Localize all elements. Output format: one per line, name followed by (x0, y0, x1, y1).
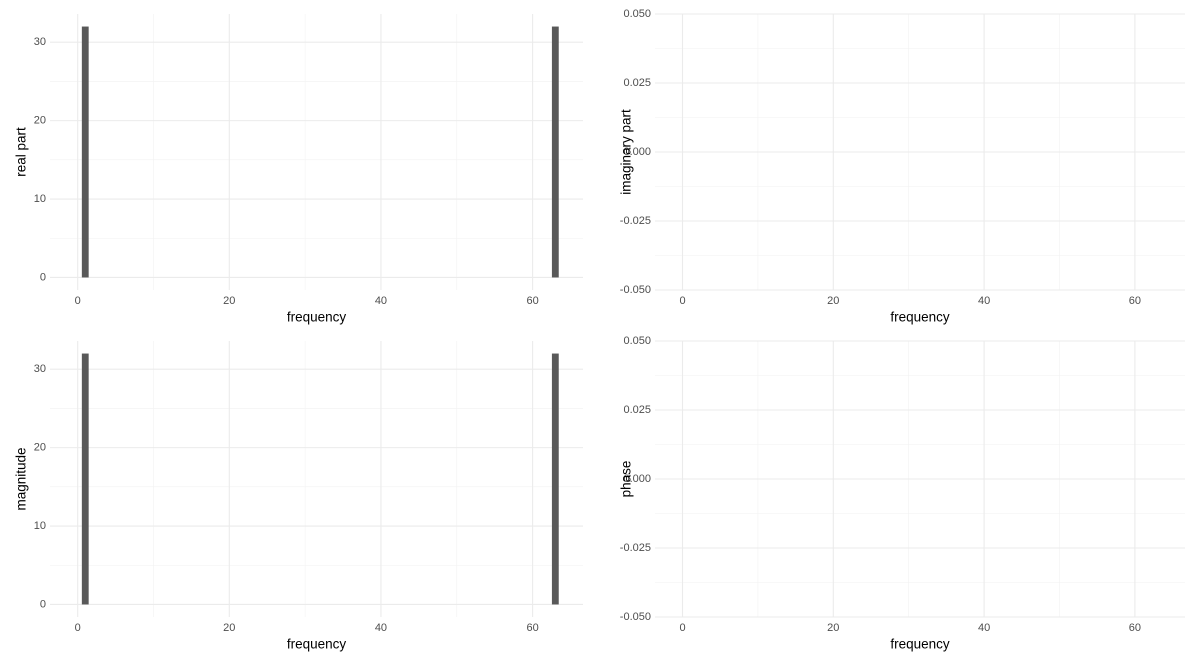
bar (81, 353, 89, 605)
y-tick-label: 0.025 (623, 77, 651, 89)
y-tick-label: 0.050 (623, 8, 651, 20)
x-tick-label: 0 (75, 295, 81, 307)
y-tick-label: -0.050 (620, 611, 651, 623)
x-tick-label: 60 (1129, 295, 1141, 307)
bar (551, 26, 559, 278)
y-tick-label: 20 (34, 442, 46, 454)
x-tick-label: 20 (827, 295, 839, 307)
y-tick-label: 10 (34, 193, 46, 205)
x-tick-label: 20 (223, 622, 235, 634)
y-tick-label: 30 (34, 363, 46, 375)
x-tick-label: 0 (75, 622, 81, 634)
x-tick-label: 60 (526, 622, 538, 634)
x-tick-label: 40 (375, 295, 387, 307)
y-tick-label: 0.025 (623, 404, 651, 416)
y-tick-label: 0.050 (623, 335, 651, 347)
y-tick-label: 30 (34, 36, 46, 48)
y-tick-label: 10 (34, 520, 46, 532)
x-tick-label: 60 (1129, 622, 1141, 634)
bar (81, 26, 89, 278)
x-tick-label: 0 (679, 295, 685, 307)
y-tick-label: 0 (40, 598, 46, 610)
x-tick-label: 20 (223, 295, 235, 307)
x-axis-title: frequency (890, 637, 950, 652)
x-tick-label: 0 (679, 622, 685, 634)
x-tick-label: 20 (827, 622, 839, 634)
x-tick-label: 60 (526, 295, 538, 307)
x-axis-title: frequency (890, 310, 950, 325)
y-tick-label: -0.025 (620, 542, 651, 554)
y-axis-title: real part (14, 127, 29, 177)
y-tick-label: 0 (40, 271, 46, 283)
y-tick-label: 0.000 (623, 473, 651, 485)
x-axis-title: frequency (287, 310, 347, 325)
x-axis-title: frequency (287, 637, 347, 652)
y-tick-label: 0.000 (623, 146, 651, 158)
bar (551, 353, 559, 605)
y-tick-label: -0.050 (620, 284, 651, 296)
y-axis-title: imaginary part (619, 109, 634, 195)
x-tick-label: 40 (978, 622, 990, 634)
y-tick-label: 20 (34, 115, 46, 127)
x-tick-label: 40 (375, 622, 387, 634)
y-axis-title: phase (619, 461, 634, 498)
x-tick-label: 40 (978, 295, 990, 307)
y-axis-title: magnitude (14, 447, 29, 510)
y-tick-label: -0.025 (620, 215, 651, 227)
